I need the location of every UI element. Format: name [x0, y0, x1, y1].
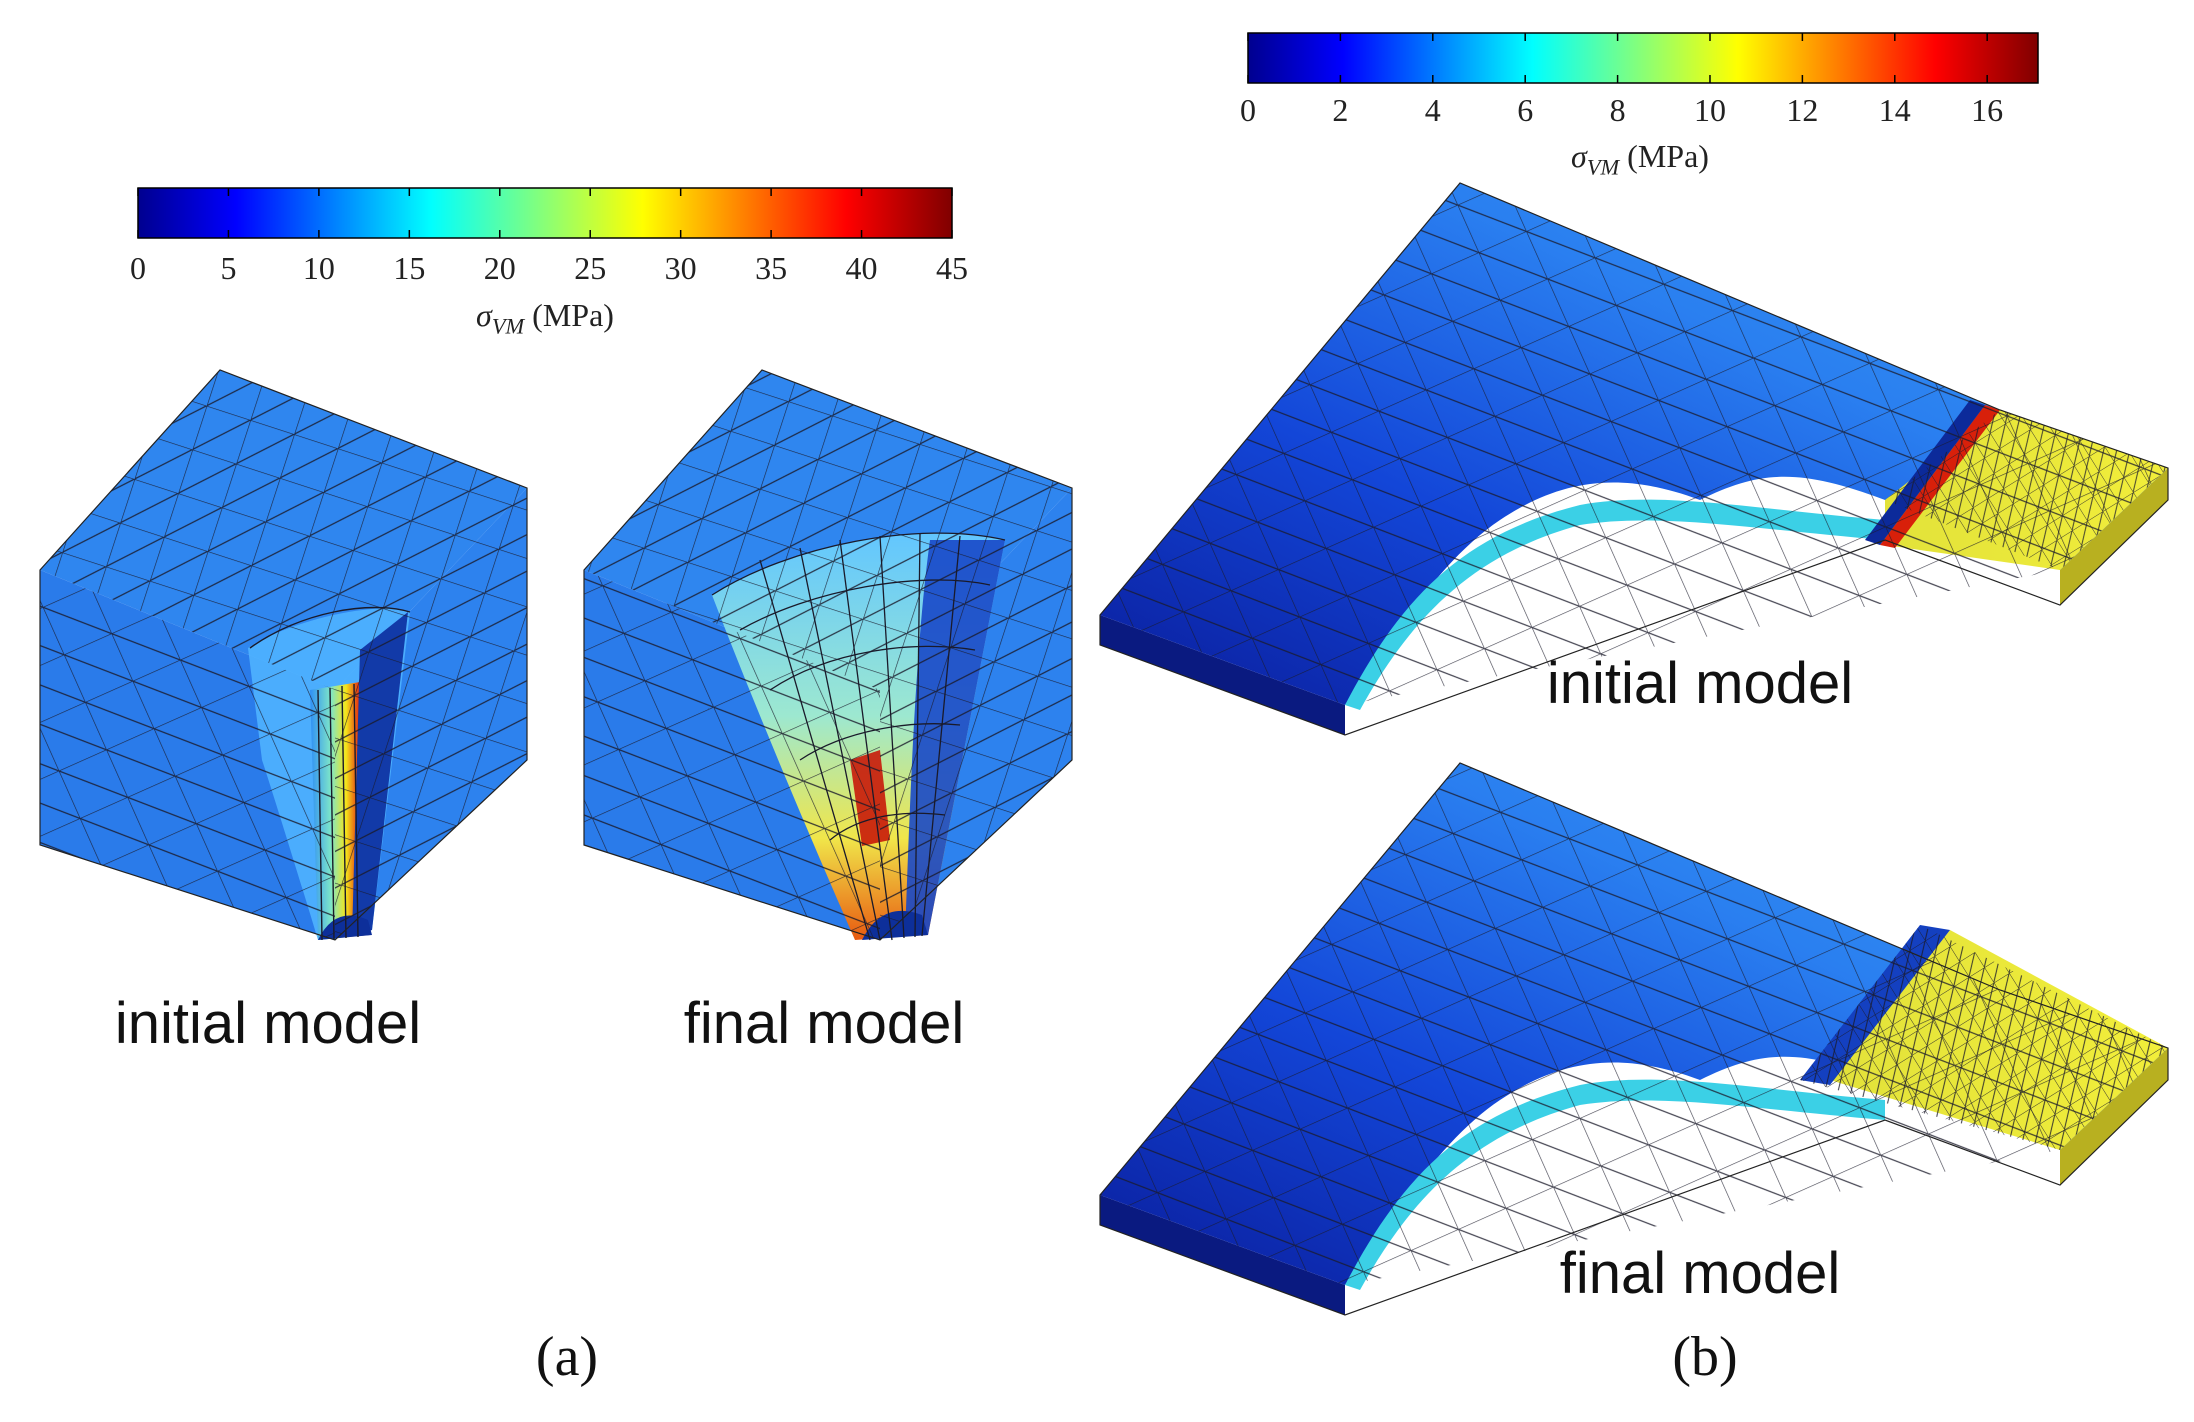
cube-final-model [583, 369, 1073, 941]
colorbar-b-tick-label: 2 [1332, 92, 1349, 128]
colorbar-b-tick-label: 12 [1786, 92, 1819, 128]
colorbar-a-label-symbol: σ [476, 297, 492, 333]
colorbar-b-label-unit: (MPa) [1619, 138, 1709, 174]
colorbar-a-tick-label: 45 [936, 250, 968, 286]
colorbar-a-tick-label: 25 [574, 250, 607, 286]
colorbar-a-label: σVM (MPa) [476, 297, 614, 339]
colorbar-b-tick-label: 14 [1878, 92, 1911, 128]
colorbar-b-tick-label: 6 [1517, 92, 1534, 128]
colorbar-b-tick-labels: 0 2 4 6 8 10 12 14 16 [0, 92, 2194, 132]
panel-b-label: (b) [1672, 1326, 1738, 1388]
colorbar-b-label: σVM (MPa) [1571, 138, 1709, 180]
colorbar-a-label-unit: (MPa) [524, 297, 614, 333]
colorbar-b-tick-label: 8 [1609, 92, 1626, 128]
colorbar-a-tick-label: 35 [755, 250, 788, 286]
cube-initial-model [39, 369, 528, 941]
colorbar-b-tick-label: 0 [1240, 92, 1256, 128]
plate-initial-model [1099, 182, 2169, 736]
colorbar-a-tick-label: 0 [130, 250, 146, 286]
colorbar-a-tick-label: 40 [845, 250, 878, 286]
panel-a-label: (a) [535, 1326, 599, 1388]
colorbar-b-label-symbol: σ [1571, 138, 1587, 174]
colorbar-b-tick-label: 10 [1693, 92, 1726, 128]
colorbar-a-tick-label: 5 [220, 250, 237, 286]
colorbar-a-tick-marks [137, 188, 953, 238]
colorbar-a-tick-label: 15 [393, 250, 426, 286]
colorbar-b-tick-marks [1247, 33, 1988, 83]
panel-a-final-model-label: final model [683, 991, 965, 1056]
panel-a-initial-model-label: initial model [114, 991, 422, 1056]
plate-final-side [1100, 1195, 1345, 1315]
plate-final-end-side [2060, 1048, 2168, 1185]
colorbar-a-tick-label: 10 [302, 250, 335, 286]
colorbar-b-tick-label: 4 [1424, 92, 1441, 128]
plate-initial-side [1100, 615, 1345, 735]
colorbar-a [137, 187, 953, 239]
colorbar-a-label-subscript: VM [491, 313, 525, 339]
colorbar-b [1247, 32, 2039, 84]
colorbar-a-bar [137, 187, 953, 239]
plate-final-model [1099, 762, 2169, 1316]
colorbar-b-bar [1247, 32, 2039, 84]
plate-initial-end-side [2060, 468, 2168, 605]
colorbar-a-tick-label: 20 [483, 250, 516, 286]
panel-b-initial-model-label: initial model [1546, 651, 1854, 716]
panel-b-final-model-label: final model [1559, 1241, 1841, 1306]
colorbar-b-tick-label: 16 [1971, 92, 2004, 128]
colorbar-b-label-subscript: VM [1586, 154, 1620, 180]
colorbar-a-tick-label: 30 [664, 250, 697, 286]
colorbar-a-tick-labels: 0 5 10 15 20 25 30 35 40 45 [0, 250, 2194, 290]
